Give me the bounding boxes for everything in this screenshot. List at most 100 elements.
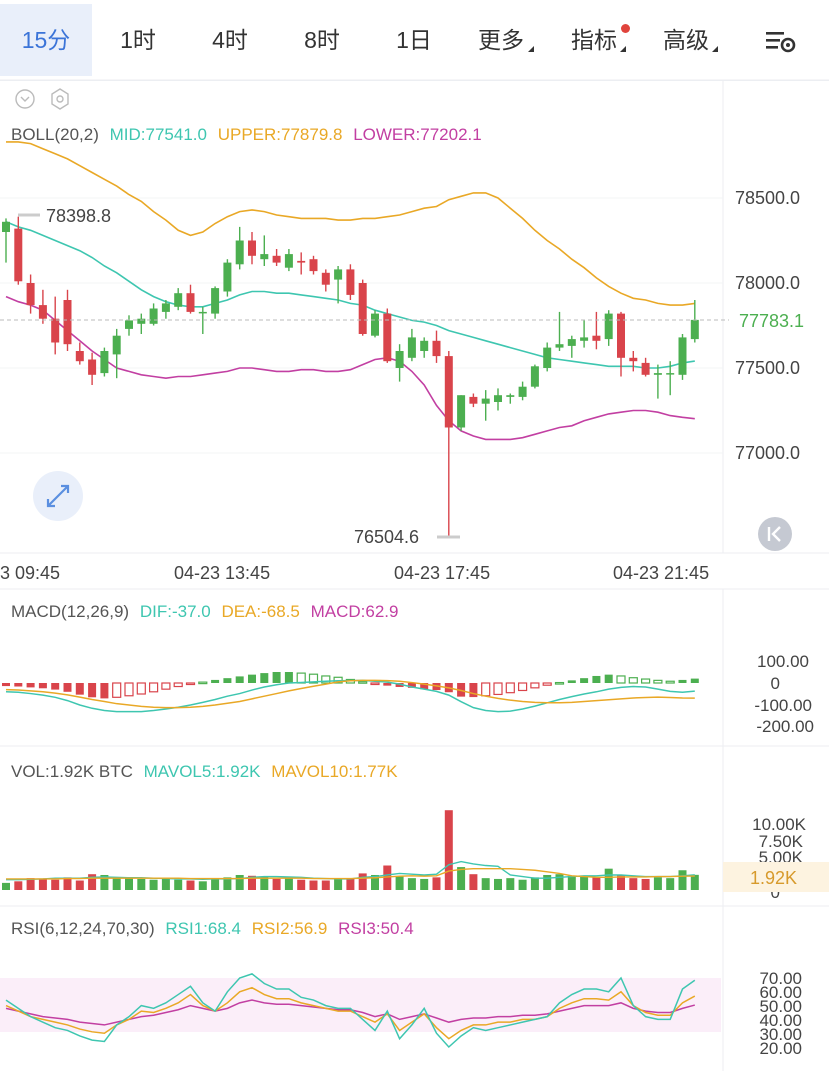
- macd-bar: [678, 679, 687, 683]
- candle-body: [321, 272, 330, 285]
- volume-bar: [149, 879, 158, 890]
- rsi1-line: [5, 973, 696, 1049]
- candle-body: [272, 255, 281, 263]
- macd-bar: [690, 678, 699, 683]
- macd-bar: [14, 683, 23, 687]
- tab-more[interactable]: 更多: [472, 4, 534, 76]
- macd-bar: [530, 682, 540, 689]
- volume-bar: [580, 876, 589, 890]
- price-tick: 78000.0: [735, 273, 800, 293]
- candle-body: [530, 366, 539, 387]
- volume-bar: [75, 880, 84, 890]
- volume-bar: [358, 873, 367, 890]
- candle-body: [407, 337, 416, 358]
- volume-bar: [567, 875, 576, 890]
- candle-body: [88, 359, 97, 375]
- macd-bar: [616, 675, 626, 684]
- macd-bar: [567, 680, 576, 683]
- rsi-2: RSI2:56.9: [252, 919, 328, 938]
- candle-body: [617, 313, 625, 358]
- settings-icon[interactable]: [51, 88, 69, 110]
- macd-bar: [420, 683, 429, 690]
- candle-body: [125, 320, 133, 329]
- notification-dot: [621, 24, 630, 33]
- macd-bar: [407, 683, 416, 688]
- macd-dif: DIF:-37.0: [140, 602, 211, 621]
- candle-body: [555, 344, 564, 348]
- vol-tick: 7.50K: [759, 832, 804, 851]
- volume-bar: [321, 880, 330, 890]
- macd-bar: [211, 679, 220, 683]
- volume-bar: [518, 879, 527, 890]
- expand-icon[interactable]: [33, 471, 83, 521]
- volume-bar: [223, 877, 232, 890]
- candle-body: [444, 356, 453, 428]
- tab-15m[interactable]: 15分: [0, 4, 92, 76]
- macd-bar: [75, 683, 84, 695]
- rsi-tick: 60.00: [759, 983, 802, 1002]
- rsi-legend: RSI(6,12,24,70,30) RSI1:68.4 RSI2:56.9 R…: [11, 919, 414, 938]
- vol-current: 1.92K: [750, 868, 797, 888]
- macd-bar: [112, 682, 122, 698]
- volume-bar: [678, 870, 687, 890]
- boll-upper: UPPER:77879.8: [218, 125, 343, 144]
- candle-body: [371, 313, 379, 336]
- volume-bar: [248, 875, 256, 890]
- price-tick: 78500.0: [735, 188, 800, 208]
- tab-1h[interactable]: 1时: [120, 27, 156, 53]
- tab-8h[interactable]: 8时: [304, 27, 340, 53]
- mavol10-line: [6, 867, 695, 880]
- caret-icon: [620, 46, 626, 52]
- tab-indicators[interactable]: 指标: [566, 4, 630, 76]
- candle-body: [666, 373, 675, 375]
- candle-body: [186, 293, 195, 312]
- rsi-tick: 30.00: [759, 1025, 802, 1044]
- macd-bar: [628, 677, 638, 684]
- vol-tick: 10.00K: [752, 815, 807, 834]
- candle-body: [26, 283, 35, 306]
- candle-body: [284, 254, 293, 268]
- volume-bar: [629, 878, 638, 890]
- candles: [2, 216, 699, 538]
- macd-tick: 0: [771, 674, 780, 693]
- volume-bar: [174, 879, 183, 890]
- rsi2-line: [5, 986, 696, 1040]
- volume-lines: [6, 860, 695, 881]
- volume-bar: [26, 878, 35, 890]
- tab-4h[interactable]: 4时: [212, 27, 248, 53]
- candle-body: [137, 318, 146, 324]
- candle-body: [100, 351, 109, 374]
- tab-advanced[interactable]: 高级: [658, 4, 718, 76]
- candle-body: [580, 337, 589, 341]
- candle-body: [38, 305, 47, 319]
- rsi-tick: 70.00: [759, 969, 802, 988]
- scroll-to-latest-icon[interactable]: [758, 517, 792, 551]
- chart-settings-icon[interactable]: [762, 28, 802, 58]
- tab-1d[interactable]: 1日: [396, 27, 432, 53]
- volume-bar: [297, 879, 306, 890]
- macd-bar: [653, 679, 663, 684]
- candle-body: [629, 357, 638, 362]
- volume-bar: [395, 876, 404, 890]
- macd-lines: [5, 679, 695, 713]
- volume-bar: [235, 874, 244, 890]
- candle-body: [260, 254, 269, 260]
- time-tick: 04-23 13:45: [174, 563, 270, 583]
- volume-bar: [666, 878, 675, 890]
- macd-bar: [481, 682, 491, 697]
- collapse-icon[interactable]: [15, 89, 35, 109]
- candle-body: [174, 293, 183, 307]
- candle-body: [543, 347, 552, 368]
- macd-tick: 100.00: [757, 652, 809, 671]
- volume-bar: [506, 878, 515, 890]
- dif-line: [5, 679, 695, 713]
- candle-body: [506, 395, 515, 397]
- macd-bar: [248, 674, 256, 683]
- rsi3-line: [5, 999, 695, 1026]
- volume-bar: [186, 880, 195, 890]
- rsi-axis: 70.00 60.00 50.00 40.00 30.00 20.00: [759, 969, 802, 1058]
- macd-bar: [51, 683, 60, 690]
- timeframe-tabbar: 15分 1时 4时 8时 1日 更多 指标 高级: [0, 0, 829, 81]
- macd-bar: [370, 682, 380, 686]
